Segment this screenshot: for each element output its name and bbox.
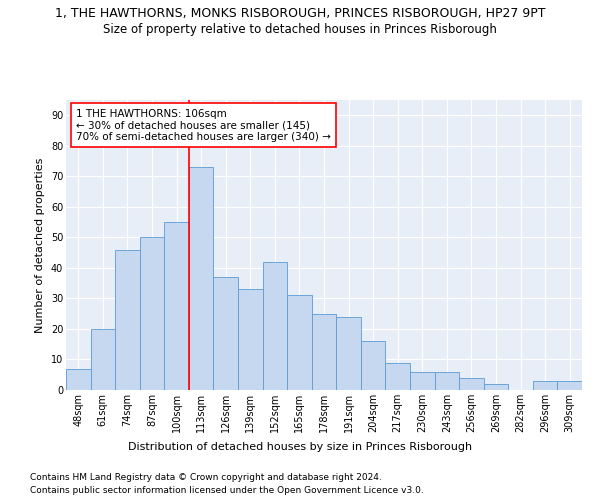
Text: 1, THE HAWTHORNS, MONKS RISBOROUGH, PRINCES RISBOROUGH, HP27 9PT: 1, THE HAWTHORNS, MONKS RISBOROUGH, PRIN…	[55, 8, 545, 20]
Bar	[361, 341, 385, 390]
Bar	[459, 378, 484, 390]
Bar	[410, 372, 434, 390]
Bar	[140, 238, 164, 390]
Bar	[189, 167, 214, 390]
Bar	[115, 250, 140, 390]
Bar	[287, 296, 312, 390]
Bar	[385, 362, 410, 390]
Bar	[557, 381, 582, 390]
Text: Size of property relative to detached houses in Princes Risborough: Size of property relative to detached ho…	[103, 22, 497, 36]
Bar	[214, 277, 238, 390]
Bar	[238, 290, 263, 390]
Bar	[434, 372, 459, 390]
Bar	[91, 329, 115, 390]
Bar	[484, 384, 508, 390]
Y-axis label: Number of detached properties: Number of detached properties	[35, 158, 45, 332]
Bar	[312, 314, 336, 390]
Text: Contains public sector information licensed under the Open Government Licence v3: Contains public sector information licen…	[30, 486, 424, 495]
Text: Contains HM Land Registry data © Crown copyright and database right 2024.: Contains HM Land Registry data © Crown c…	[30, 472, 382, 482]
Bar	[66, 368, 91, 390]
Bar	[533, 381, 557, 390]
Bar	[263, 262, 287, 390]
Bar	[164, 222, 189, 390]
Text: Distribution of detached houses by size in Princes Risborough: Distribution of detached houses by size …	[128, 442, 472, 452]
Bar	[336, 316, 361, 390]
Text: 1 THE HAWTHORNS: 106sqm
← 30% of detached houses are smaller (145)
70% of semi-d: 1 THE HAWTHORNS: 106sqm ← 30% of detache…	[76, 108, 331, 142]
